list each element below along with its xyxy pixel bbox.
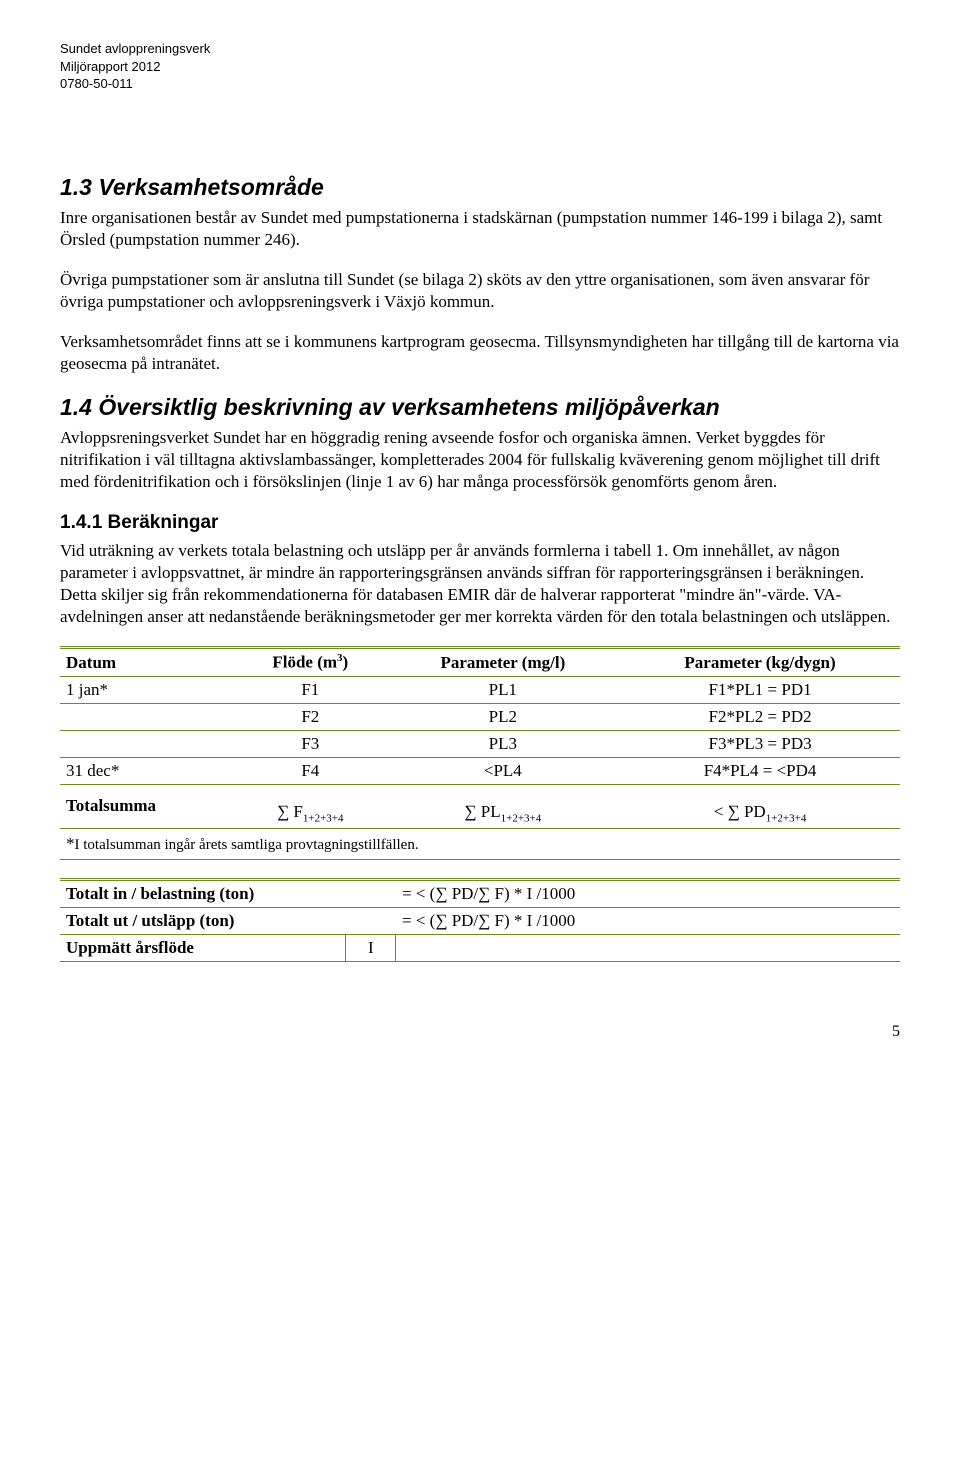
col-parameter-mgl: Parameter (mg/l)	[386, 648, 620, 677]
table-header-row: Datum Flöde (m3) Parameter (mg/l) Parame…	[60, 648, 900, 677]
total-pl: ∑ PL1+2+3+4	[386, 785, 620, 828]
table-row: Totalt in / belastning (ton) = < (∑ PD/∑…	[60, 880, 900, 908]
section-1-3-para-2: Övriga pumpstationer som är anslutna til…	[60, 269, 900, 313]
table-row: F2 PL2 F2*PL2 = PD2	[60, 704, 900, 731]
section-1-3-para-3: Verksamhetsområdet finns att se i kommun…	[60, 331, 900, 375]
total-flow: ∑ F1+2+3+4	[235, 785, 386, 828]
section-1-4-para-1: Avloppsreningsverket Sundet har en höggr…	[60, 427, 900, 493]
table-footnote-row: *I totalsumman ingår årets samtliga prov…	[60, 828, 900, 860]
section-1-3-para-1: Inre organisationen består av Sundet med…	[60, 207, 900, 251]
section-1-4-1-para-1: Vid uträkning av verkets totala belastni…	[60, 540, 900, 628]
total-label: Totalsumma	[60, 785, 235, 828]
table-row: 31 dec* F4 <PL4 F4*PL4 = <PD4	[60, 758, 900, 785]
total-pd: < ∑ PD1+2+3+4	[620, 785, 900, 828]
col-flode: Flöde (m3)	[235, 648, 386, 677]
header-line-1: Sundet avloppreningsverk	[60, 40, 900, 58]
calculation-table-2: Totalt in / belastning (ton) = < (∑ PD/∑…	[60, 878, 900, 962]
table-row: 1 jan* F1 PL1 F1*PL1 = PD1	[60, 677, 900, 704]
header-line-3: 0780-50-011	[60, 75, 900, 93]
document-header: Sundet avloppreningsverk Miljörapport 20…	[60, 40, 900, 93]
section-1-4-1-title: 1.4.1 Beräkningar	[60, 511, 900, 536]
table-row: F3 PL3 F3*PL3 = PD3	[60, 731, 900, 758]
table-row: Uppmätt årsflöde I	[60, 935, 900, 962]
col-datum: Datum	[60, 648, 235, 677]
page-number: 5	[60, 1022, 900, 1043]
col-parameter-kgdygn: Parameter (kg/dygn)	[620, 648, 900, 677]
section-1-3-title: 1.3 Verksamhetsområde	[60, 173, 900, 203]
calculation-table-1: Datum Flöde (m3) Parameter (mg/l) Parame…	[60, 646, 900, 860]
table-total-row: Totalsumma ∑ F1+2+3+4 ∑ PL1+2+3+4 < ∑ PD…	[60, 785, 900, 828]
table-row: Totalt ut / utsläpp (ton) = < (∑ PD/∑ F)…	[60, 908, 900, 935]
header-line-2: Miljörapport 2012	[60, 58, 900, 76]
section-1-4-title: 1.4 Översiktlig beskrivning av verksamhe…	[60, 393, 900, 423]
